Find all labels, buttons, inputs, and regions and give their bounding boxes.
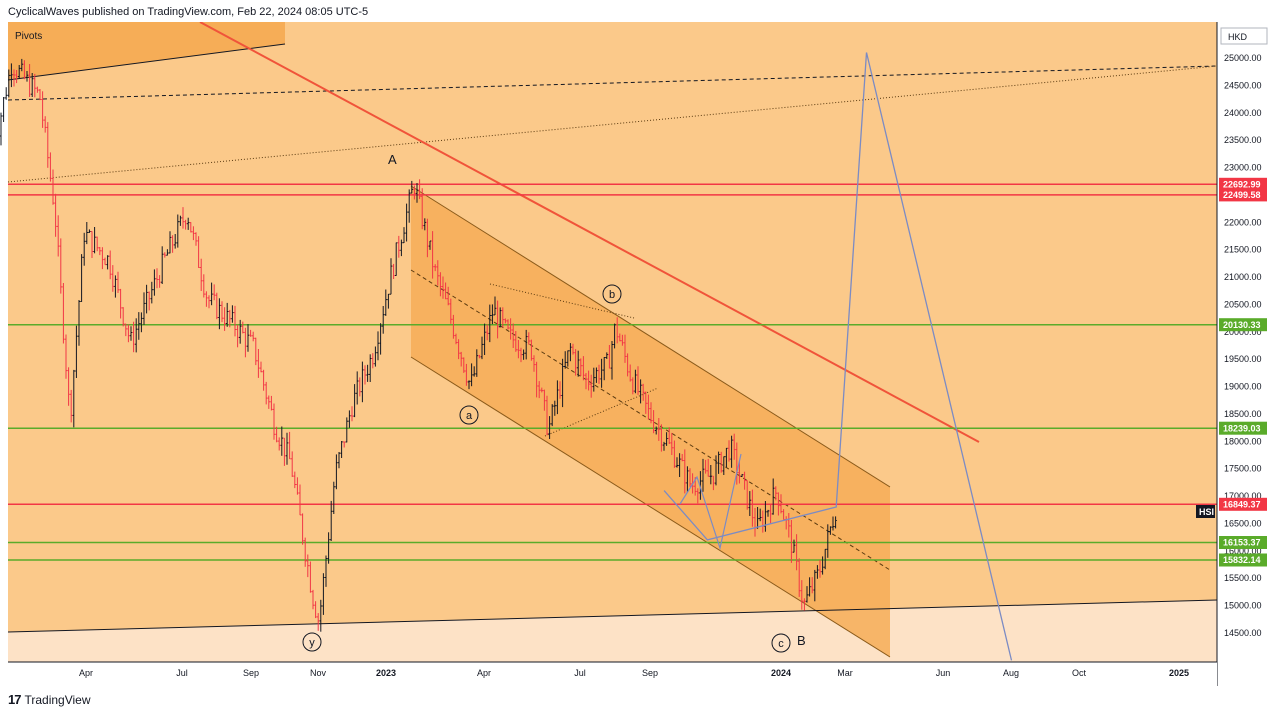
y-tick-label: 20000.00: [1224, 327, 1262, 337]
y-tick-label: 21000.00: [1224, 272, 1262, 282]
y-tick-label: 22000.00: [1224, 217, 1262, 227]
svg-text:y: y: [309, 637, 315, 649]
wave-label-y: y: [302, 632, 322, 652]
hsi-chart[interactable]: A B a b c y Pivots HKD 25000.0024500.002…: [0, 21, 1280, 686]
x-tick-label: Sep: [243, 668, 259, 678]
candles: [0, 58, 837, 632]
currency-box: HKD: [1220, 27, 1268, 45]
x-tick-label: Nov: [310, 668, 327, 678]
projection: [663, 52, 1013, 661]
b-dotted-line: [489, 283, 635, 319]
svg-text:c: c: [778, 638, 784, 650]
price-tag-label: 22692.99: [1223, 180, 1261, 190]
x-tick-label: Jul: [574, 668, 586, 678]
dashed-trendline: [7, 65, 1218, 101]
chart-area[interactable]: A B a b c y Pivots HKD 25000.00 24500.00 2…: [0, 21, 1280, 686]
brand-name: TradingView: [24, 692, 91, 707]
price-tag-bg: [1219, 536, 1267, 549]
projection-path: [663, 52, 1013, 661]
y-tick-label: 24000.00: [1224, 108, 1262, 118]
x-tick-label: Apr: [477, 668, 491, 678]
lower-trendline: [7, 599, 1218, 633]
red-trendline: [199, 21, 980, 443]
symbol-tag: HSI: [1196, 505, 1215, 518]
x-tick-label: 2024: [771, 668, 791, 678]
upper-wedge: [8, 22, 285, 80]
y-tick-label: 23000.00: [1224, 163, 1262, 173]
a-dotted-line: [544, 387, 659, 437]
price-tag-label: 18239.03: [1223, 423, 1261, 433]
price-tag-bg: [1219, 188, 1267, 202]
lower-band: [8, 600, 1217, 662]
y-tick-label: 20500.00: [1224, 299, 1262, 309]
y-tick-label: 17000.00: [1224, 491, 1262, 501]
svg-text:b: b: [609, 289, 615, 301]
wave-label-c: c: [771, 633, 791, 653]
price-tag-label: 20130.33: [1223, 320, 1261, 330]
time-ticks: Apr Jul Sep Nov 2023 Apr Jul Sep 2024 Mar Jun Aug Oc…: [79, 668, 1189, 678]
time-axis[interactable]: [0, 662, 1217, 686]
price-tag-bg: [1219, 177, 1267, 191]
x-tick-label: Oct: [1072, 668, 1087, 678]
upper-wedge-line: [7, 43, 286, 81]
channel-lower-line: [410, 356, 891, 658]
x-tick-label: 2025: [1169, 668, 1189, 678]
y-tick-label: 23500.00: [1224, 135, 1262, 145]
wave-label-a: a: [459, 405, 479, 425]
price-tag-bg: [1219, 318, 1267, 332]
wave-label-B: B: [797, 633, 806, 648]
projection-zigzag: [679, 453, 742, 551]
price-tag-bg: [1219, 497, 1267, 511]
x-tick-label: Apr: [79, 668, 93, 678]
y-tick-label: 18000.00: [1224, 436, 1262, 446]
footer-brand: 17 TradingView: [8, 692, 91, 707]
y-tick-label: 19000.00: [1224, 382, 1262, 392]
x-tick-label: 2023: [376, 668, 396, 678]
y-tick-label: 24500.00: [1224, 80, 1262, 90]
price-ticks: 25000.00 24500.00 24000.00 23500.00 23000.00…: [1224, 53, 1262, 638]
price-tag-bg: [1219, 421, 1267, 435]
price-tag-bg: [1219, 553, 1267, 567]
y-tick-label: 15000.00: [1224, 601, 1262, 611]
svg-text:HKD: HKD: [1228, 32, 1248, 42]
x-tick-label: Jul: [176, 668, 188, 678]
tradingview-logo-icon: 17: [8, 692, 22, 707]
y-tick-label: 17500.00: [1224, 464, 1262, 474]
wave-label-b: b: [602, 284, 622, 304]
y-tick-label: 14500.00: [1224, 628, 1262, 638]
y-tick-label: 21500.00: [1224, 245, 1262, 255]
x-tick-label: Sep: [642, 668, 658, 678]
indicator-label: Pivots: [15, 31, 42, 42]
y-tick-label: 18500.00: [1224, 409, 1262, 419]
x-tick-label: Jun: [936, 668, 951, 678]
price-tag-label: 16153.37: [1223, 538, 1261, 548]
svg-text:HSI: HSI: [1199, 507, 1214, 517]
y-tick-label: 16500.00: [1224, 519, 1262, 529]
price-tag-label: 22499.58: [1223, 190, 1261, 200]
price-axis[interactable]: [1217, 22, 1280, 686]
wave-label-A: A: [388, 152, 397, 167]
price-tag-label: 16849.37: [1223, 500, 1261, 510]
y-tick-label: 15500.00: [1224, 573, 1262, 583]
x-tick-label: Aug: [1003, 668, 1019, 678]
publish-header: CyclicalWaves published on TradingView.c…: [8, 6, 369, 18]
y-tick-label: 16000.00: [1224, 546, 1262, 556]
y-tick-label: 19500.00: [1224, 354, 1262, 364]
x-tick-label: Mar: [837, 668, 853, 678]
channel-upper-line: [410, 185, 891, 488]
price-tag-label: 15832.14: [1223, 555, 1261, 565]
svg-text:a: a: [466, 410, 473, 422]
price-levels: [8, 183, 1217, 561]
y-tick-label: 25000.00: [1224, 53, 1262, 63]
